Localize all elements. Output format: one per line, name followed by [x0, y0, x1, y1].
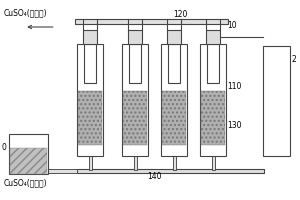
- Bar: [201, 91, 225, 145]
- Bar: [75, 19, 228, 24]
- Bar: [134, 156, 136, 170]
- Bar: [122, 44, 148, 156]
- Bar: [77, 169, 264, 173]
- Text: 10: 10: [227, 21, 237, 30]
- Bar: [162, 91, 186, 145]
- Bar: [167, 30, 181, 44]
- Bar: [9, 134, 48, 174]
- Bar: [84, 44, 96, 83]
- Bar: [262, 46, 290, 156]
- Bar: [10, 148, 47, 174]
- Bar: [161, 44, 187, 156]
- Text: 140: 140: [147, 172, 162, 181]
- Text: CuSO₄(低浓度): CuSO₄(低浓度): [3, 178, 47, 187]
- Bar: [168, 44, 180, 83]
- Bar: [129, 44, 141, 83]
- Bar: [123, 91, 147, 145]
- Bar: [206, 30, 220, 44]
- Bar: [83, 30, 97, 44]
- Bar: [207, 44, 219, 83]
- Text: 2: 2: [291, 55, 296, 64]
- Bar: [128, 30, 142, 44]
- Bar: [212, 156, 214, 170]
- Text: 130: 130: [227, 121, 242, 130]
- Bar: [89, 156, 92, 170]
- Text: CuSO₄(高浓度): CuSO₄(高浓度): [3, 8, 47, 17]
- Text: 0: 0: [1, 143, 6, 152]
- Bar: [48, 169, 77, 173]
- Text: 110: 110: [227, 82, 242, 91]
- Bar: [78, 91, 102, 145]
- Bar: [77, 44, 103, 156]
- Text: 120: 120: [173, 10, 187, 19]
- Bar: [200, 44, 226, 156]
- Bar: [172, 156, 176, 170]
